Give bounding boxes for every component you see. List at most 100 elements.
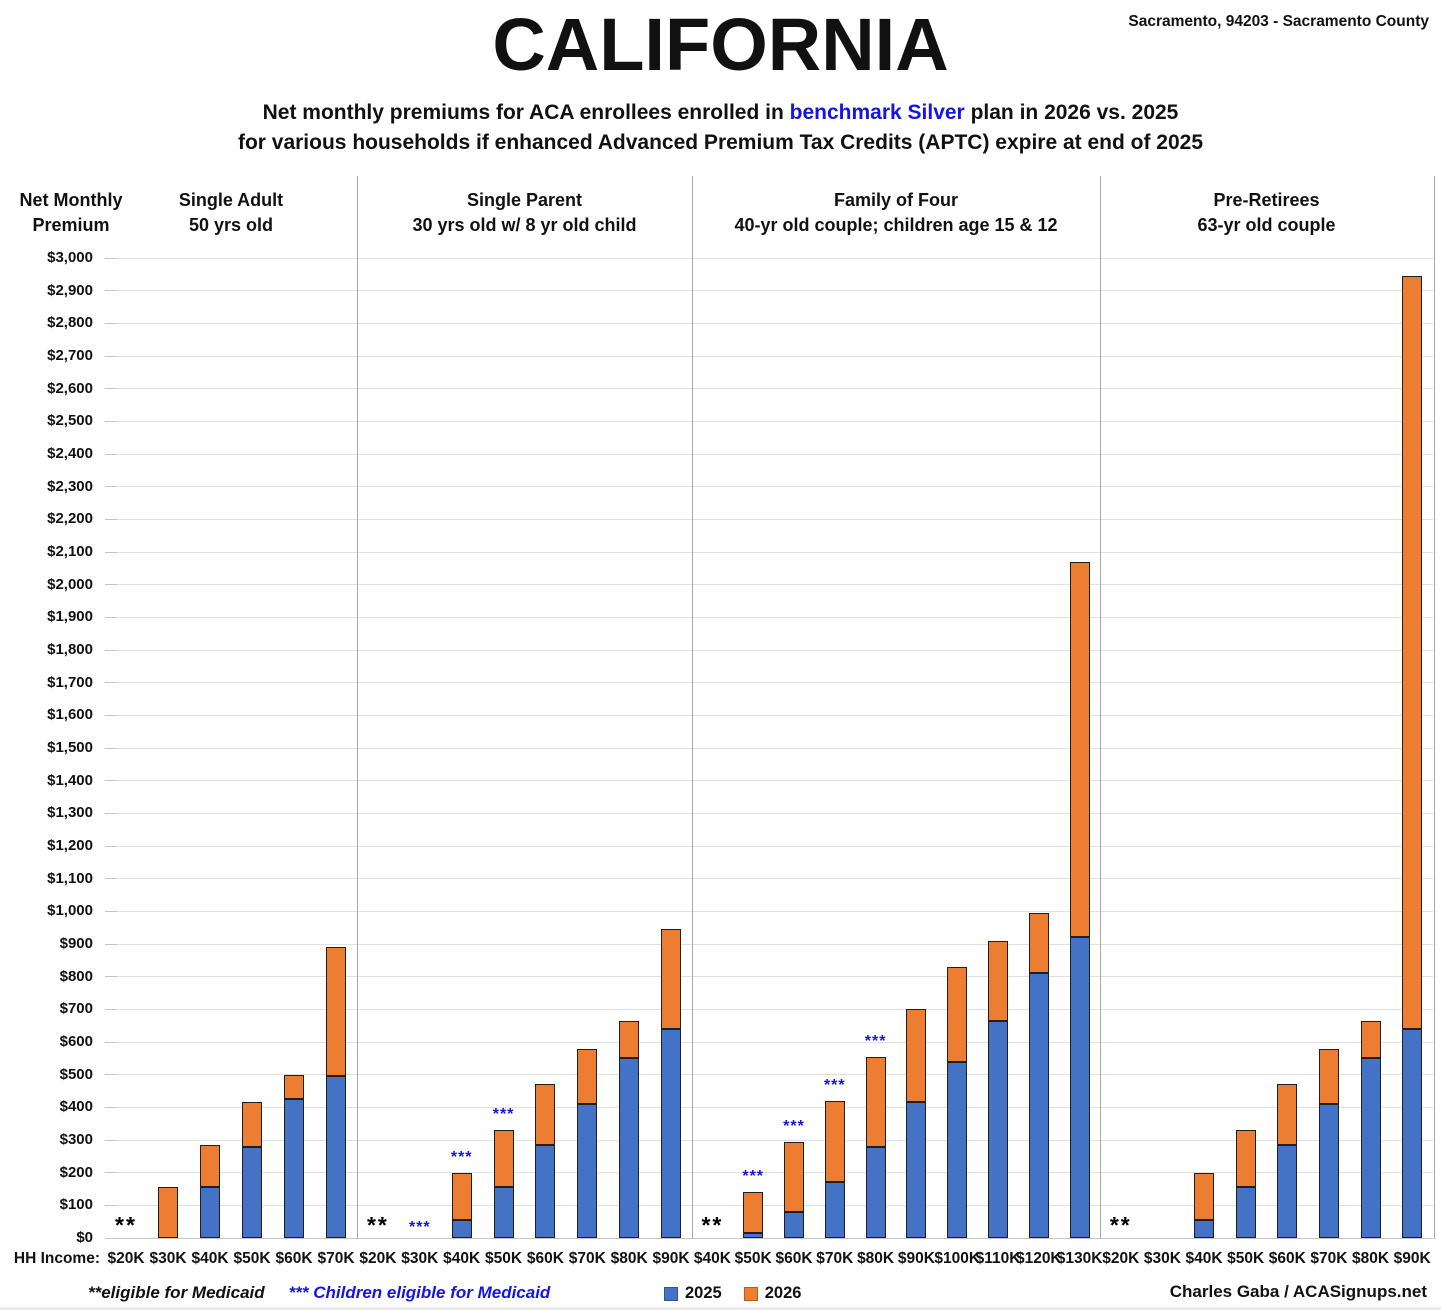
- panel-header-line-2: 50 yrs old: [188, 215, 274, 235]
- gridline-600: [105, 1041, 1433, 1043]
- panel-separator-3: [1100, 176, 1101, 1239]
- children-medicaid-marker: ***: [864, 1032, 887, 1050]
- tick-1200: [105, 845, 117, 847]
- x-tick-label: $40K: [191, 1250, 229, 1267]
- tick-2200: [105, 518, 117, 520]
- y-tick-label: $1,900: [47, 608, 93, 626]
- gridline-800: [105, 976, 1433, 978]
- y-tick-label: $1,100: [47, 869, 93, 887]
- y-tick-label: $2,200: [47, 510, 93, 528]
- x-tick-label: $20K: [1102, 1250, 1140, 1267]
- gridline-1700: [105, 682, 1433, 684]
- tick-1900: [105, 616, 117, 618]
- children-medicaid-marker: ***: [783, 1117, 805, 1135]
- tick-2100: [105, 551, 117, 553]
- tick-500: [105, 1074, 117, 1076]
- gridline-900: [105, 943, 1433, 945]
- bar-2026-segment: [947, 966, 968, 1062]
- bar-2025-segment: [493, 1187, 514, 1238]
- panel-separator-1: [357, 176, 358, 1239]
- tick-1000: [105, 910, 117, 912]
- location-label: Sacramento, 94203 - Sacramento County: [1128, 13, 1429, 30]
- bar-2026-segment: [1402, 275, 1423, 1029]
- y-tick-label: $2,800: [47, 314, 93, 332]
- bar-2026-segment: [1069, 561, 1090, 938]
- tick-2000: [105, 584, 117, 586]
- bar-2026-segment: [242, 1102, 262, 1147]
- gridline-2300: [105, 486, 1433, 488]
- bar-2025-segment: [1318, 1104, 1339, 1238]
- bar-2026-segment: [906, 1009, 927, 1103]
- panel-header-line-1: Single Adult: [178, 190, 284, 210]
- bar-2026-segment: [1360, 1020, 1381, 1059]
- panel-1: **: [105, 258, 357, 1238]
- y-tick-label: $500: [59, 1065, 93, 1083]
- page-title: CALIFORNIA: [492, 3, 949, 86]
- y-tick-label: $2,400: [47, 445, 93, 462]
- x-tick-label: $70K: [568, 1250, 606, 1267]
- panel-header-line-2: 30 yrs old w/ 8 yr old child: [412, 215, 637, 235]
- bar-2025-segment: [535, 1144, 556, 1238]
- gridline-2800: [105, 322, 1433, 324]
- y-tick-label: $900: [59, 935, 93, 952]
- x-tick-label: $30K: [149, 1250, 187, 1267]
- tick-2900: [105, 290, 117, 292]
- x-tick-label: $50K: [734, 1250, 772, 1267]
- gridline-200: [105, 1172, 1433, 1174]
- credit-label: Charles Gaba / ACASignups.net: [1169, 1282, 1427, 1301]
- x-tick-label: $70K: [1310, 1250, 1348, 1267]
- tick-1700: [105, 682, 117, 684]
- bar-2025-segment: [743, 1233, 764, 1238]
- children-medicaid-marker: ***: [450, 1148, 473, 1166]
- tick-1600: [105, 714, 117, 716]
- children-medicaid-marker: ***: [823, 1076, 846, 1094]
- legend-swatch-2025: [664, 1286, 678, 1301]
- bar-2026-segment: [493, 1130, 514, 1188]
- gridline-2600: [105, 388, 1433, 390]
- tick-1100: [105, 878, 117, 880]
- tick-200: [105, 1172, 117, 1174]
- panel-header-line-1: Family of Four: [833, 190, 958, 210]
- bar-2026-segment: [824, 1100, 845, 1183]
- gridline-1300: [105, 812, 1433, 814]
- x-tick-label: $70K: [816, 1250, 854, 1267]
- y-tick-label: $2,100: [47, 543, 93, 560]
- y-tick-label: $1,400: [47, 771, 93, 789]
- y-tick-label: $200: [59, 1163, 93, 1181]
- footnote-1: **eligible for Medicaid: [88, 1283, 265, 1302]
- y-tick-label: $400: [59, 1098, 93, 1116]
- y-tick-label: $700: [59, 1000, 93, 1018]
- x-tick-label: $40K: [443, 1250, 481, 1267]
- y-tick-label: $1,600: [47, 706, 93, 724]
- tick-100: [105, 1204, 117, 1206]
- bar-2025-segment: [200, 1187, 220, 1238]
- gridline-1600: [105, 714, 1433, 716]
- legend-label-2026: 2026: [764, 1284, 802, 1302]
- legend-label-2025: 2025: [685, 1284, 722, 1302]
- tick-1300: [105, 812, 117, 814]
- gridline-1200: [105, 845, 1433, 847]
- panel-separator-2: [692, 176, 693, 1239]
- gridline-3000: [105, 257, 1433, 259]
- y-tick-label: $2,000: [47, 575, 93, 593]
- y-tick-label: $0: [76, 1229, 93, 1246]
- footnote-2: *** Children eligible for Medicaid: [288, 1283, 551, 1302]
- bar-2025-segment: [1194, 1220, 1215, 1238]
- x-tick-label: $60K: [275, 1250, 313, 1267]
- bar-2026-segment: [619, 1020, 640, 1059]
- x-axis-title: HH Income:: [13, 1250, 100, 1267]
- x-tick-label: $90K: [652, 1250, 690, 1267]
- y-tick-label: $1,700: [47, 673, 93, 691]
- children-medicaid-marker: ***: [492, 1106, 515, 1124]
- x-tick-label: $80K: [1352, 1250, 1390, 1267]
- x-tick-label: $50K: [233, 1250, 271, 1267]
- bar-2025-segment: [451, 1220, 472, 1238]
- bar-2026-segment: [743, 1192, 764, 1234]
- y-tick-label: $100: [59, 1196, 93, 1214]
- bar-2026-segment: [1194, 1172, 1215, 1221]
- bar-2026-segment: [200, 1144, 220, 1188]
- panel-header-line-2: 40-yr old couple; children age 15 & 12: [734, 215, 1058, 235]
- gridline-300: [105, 1139, 1433, 1141]
- panel-header-3: Family of Four 40-yr old couple; children…: [692, 188, 1100, 238]
- bar-2026-segment: [577, 1048, 598, 1105]
